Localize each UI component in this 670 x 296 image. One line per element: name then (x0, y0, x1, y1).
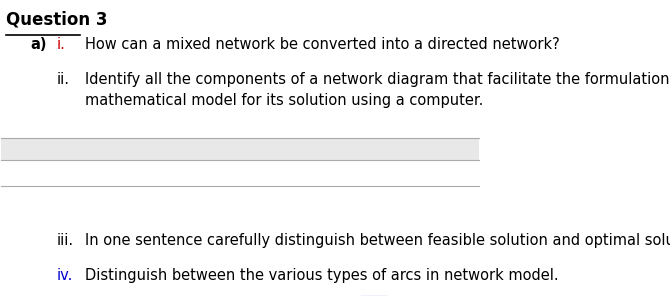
Text: Identify all the components of a network diagram that facilitate the formulation: Identify all the components of a network… (85, 72, 670, 108)
Text: In one sentence carefully distinguish between feasible solution and optimal solu: In one sentence carefully distinguish be… (85, 233, 670, 248)
Text: Distinguish between the various types of arcs in network model.: Distinguish between the various types of… (85, 268, 559, 283)
Text: How can a mixed network be converted into a directed network?: How can a mixed network be converted int… (85, 37, 559, 52)
Text: iv.: iv. (56, 268, 72, 283)
Bar (1, 138, 479, 160)
Text: Question 3: Question 3 (6, 10, 108, 28)
Text: i.: i. (56, 37, 65, 52)
Text: ii.: ii. (56, 72, 69, 87)
Text: iii.: iii. (56, 233, 74, 248)
Text: a): a) (30, 37, 46, 52)
